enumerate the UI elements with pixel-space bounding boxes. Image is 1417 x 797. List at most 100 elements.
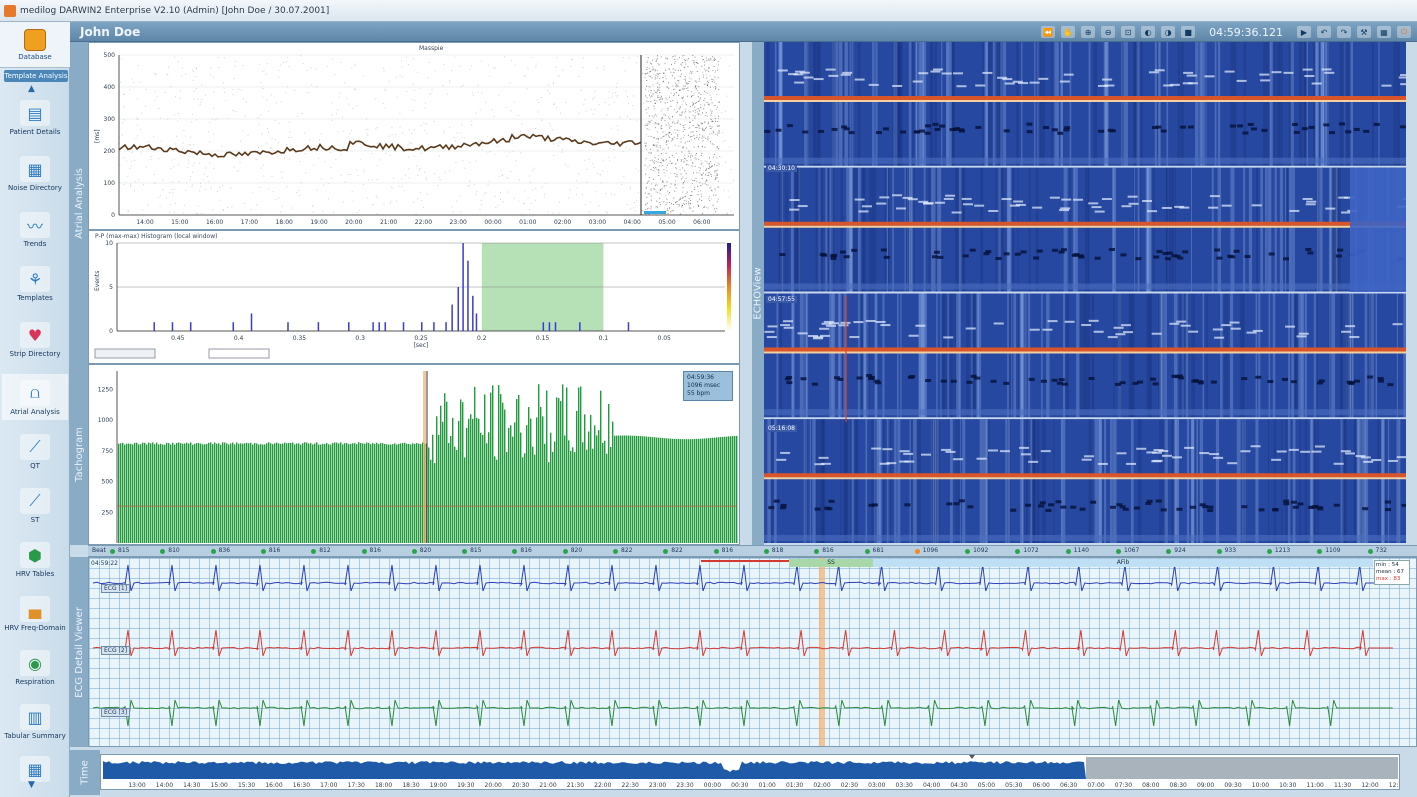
rr-scatter-plot[interactable]: 500 400 300 200 100 0 [ms] 14:00 15:00 16:00 17:00… [89, 43, 739, 229]
hand-icon[interactable]: ✋ [1061, 26, 1076, 38]
hr-max: max : 83 [1376, 576, 1401, 582]
st-icon: ⟋ [20, 488, 50, 514]
beat-marker-dot[interactable] [311, 549, 317, 554]
ecg-traces[interactable] [89, 558, 1416, 746]
scroll-up-icon[interactable]: ▲ [28, 84, 35, 94]
beat-marker-dot[interactable] [361, 549, 367, 554]
freq-icon: ▄ [20, 596, 50, 622]
sidebar-item-trends[interactable]: 〰 Trends [2, 212, 68, 248]
scatter-xtick: 20:00 [345, 219, 362, 226]
beat-marker-dot[interactable] [110, 549, 115, 554]
zoom-fit-icon[interactable]: ⊡ [1121, 26, 1136, 38]
beat-marker-dot[interactable] [1266, 549, 1272, 554]
sidebar-item-hrv-freq-domain[interactable]: ▄ HRV Freq-Domain [2, 596, 68, 632]
beat-marker-dot[interactable] [1367, 549, 1373, 554]
scatter-xtick: 17:00 [241, 219, 258, 226]
time-tick: 06:30 [1060, 782, 1077, 789]
time-tick: 14:00 [156, 782, 173, 789]
settings-icon[interactable]: ⏻ [1397, 26, 1411, 38]
sidebar-item-st[interactable]: ⟋ ST [2, 488, 68, 524]
beat-marker-dot[interactable] [613, 549, 618, 554]
time-tick: 09:00 [1197, 782, 1214, 789]
ecg-channel-1-label: ECG [1] [101, 584, 131, 593]
beat-interval-value: 820 [419, 547, 432, 554]
histogram-bar [467, 260, 469, 331]
beat-marker-dot[interactable] [1116, 549, 1121, 554]
beat-marker-dot[interactable] [1216, 549, 1222, 554]
sidebar-item-templates[interactable]: ⚘ Templates [2, 266, 68, 302]
time-hr-trend [103, 761, 1086, 779]
beat-marker-dot[interactable] [411, 549, 417, 554]
beat-marker-dot[interactable] [562, 549, 568, 554]
sidebar-item-atrial-analysis[interactable]: ⩍ Atrial Analysis [2, 374, 68, 420]
zoom-in-icon[interactable]: ⊕ [1081, 26, 1096, 38]
beat-marker-dot[interactable] [814, 549, 820, 554]
histogram-bar [554, 322, 557, 331]
beat-marker-dot[interactable] [663, 549, 669, 554]
echoview-panel[interactable]: 04:30:10 04:57:55 05:16:08 [764, 42, 1406, 545]
zoom-out-icon[interactable]: ⊖ [1101, 26, 1116, 38]
beat-marker-dot[interactable] [864, 549, 870, 554]
sidebar-item-qt[interactable]: ⟋ QT [2, 434, 68, 470]
scroll-down-icon[interactable]: ▼ [28, 780, 35, 790]
beat-marker-dot[interactable] [914, 549, 920, 554]
beat-marker-dot[interactable] [260, 549, 266, 554]
scatter-xtick: 18:00 [276, 219, 293, 226]
histogram-ytick: 0 [109, 328, 113, 335]
time-overview-strip[interactable]: 13:00 14:00 14:30 15:00 15:30 16:00 16:30 17:00… [101, 755, 1399, 789]
stop-icon[interactable]: ■ [1181, 26, 1196, 38]
beat-interval-bar[interactable]: Beat 815 810 836 816 812 816 820 815 816 820 822 82… [88, 545, 1417, 557]
echoview-strips[interactable] [764, 42, 1406, 545]
beat-marker-dot[interactable] [1015, 549, 1021, 554]
sidebar-item-more[interactable]: ▦ [2, 756, 68, 782]
episode-ss[interactable]: SS [789, 559, 873, 567]
beat-marker-dot[interactable] [1065, 549, 1071, 554]
rewind-icon[interactable]: ⏪ [1041, 26, 1056, 38]
grid-icon[interactable]: ▦ [1377, 26, 1391, 38]
scatter-xtick: 19:00 [310, 219, 327, 226]
sidebar-item-hrv-tables[interactable]: ⬢ HRV Tables [2, 542, 68, 578]
patient-details-icon: ▤ [20, 100, 50, 126]
time-tick: 23:00 [649, 782, 666, 789]
database-button[interactable]: Database [0, 22, 70, 68]
beat-marker-dot[interactable] [1166, 549, 1172, 554]
template-analysis-tab[interactable]: Template Analysis [4, 70, 68, 82]
echo-row [764, 419, 1406, 545]
circle-right-icon[interactable]: ◑ [1161, 26, 1176, 38]
rr-scatter-panel[interactable]: Masspie 500 400 300 200 100 0 [ms] 14:00 15:00 16… [88, 42, 740, 230]
beat-marker-dot[interactable] [512, 549, 518, 554]
app-logo-icon [4, 4, 16, 17]
echo-reference-line [764, 221, 1406, 226]
time-tick: 08:00 [1142, 782, 1159, 789]
sidebar-item-respiration[interactable]: ◉ Respiration [2, 650, 68, 686]
beat-marker-dot[interactable] [1317, 549, 1323, 554]
time-tick: 17:30 [348, 782, 365, 789]
undo-icon[interactable]: ↶ [1317, 26, 1331, 38]
episode-afib[interactable]: AFib [873, 559, 1373, 567]
beat-marker-dot[interactable] [965, 549, 971, 554]
tool-icon[interactable]: ⚒ [1357, 26, 1371, 38]
sidebar-item-strip-directory[interactable]: ♥ Strip Directory [2, 322, 68, 358]
redo-icon[interactable]: ↷ [1337, 26, 1351, 38]
sidebar-item-patient-details[interactable]: ▤ Patient Details [2, 100, 68, 136]
pp-histogram-chart[interactable]: 10 5 0 Events 0.45 0.4 0.35 0.3 0.25 0.2 0.15 0.1 0.… [89, 231, 739, 363]
tachogram-chart[interactable]: 1250 1000 750 500 250 [89, 365, 739, 544]
histogram-bar [627, 322, 630, 331]
pp-histogram-panel[interactable]: P-P (max-max) Histogram (local window) 1… [88, 230, 740, 364]
beat-marker-dot[interactable] [763, 549, 769, 554]
ecg-detail-panel[interactable]: 04:59:22 ECG [1] ECG [2] ECG [3] SS AFib… [88, 557, 1417, 747]
beat-marker-dot[interactable] [713, 549, 719, 554]
time-overview-panel[interactable]: 13:00 14:00 14:30 15:00 15:30 16:00 16:30 17:00… [100, 754, 1400, 790]
echoview-label: ECHOView [752, 42, 764, 545]
sidebar-item-label: Noise Directory [8, 184, 62, 192]
templates-icon: ⚘ [20, 266, 50, 292]
circle-left-icon[interactable]: ◐ [1141, 26, 1156, 38]
sidebar-item-tabular-summary[interactable]: ▥ Tabular Summary [2, 704, 68, 740]
tachogram-panel[interactable]: 1250 1000 750 500 250 04:59:36 1096 msec 55 … [88, 364, 740, 545]
beat-marker-dot[interactable] [210, 549, 216, 554]
sidebar-item-noise-directory[interactable]: ▦ Noise Directory [2, 156, 68, 192]
beat-marker-dot[interactable] [160, 549, 166, 554]
beat-marker-dot[interactable] [462, 549, 468, 554]
play-icon[interactable]: ▶ [1297, 26, 1311, 38]
